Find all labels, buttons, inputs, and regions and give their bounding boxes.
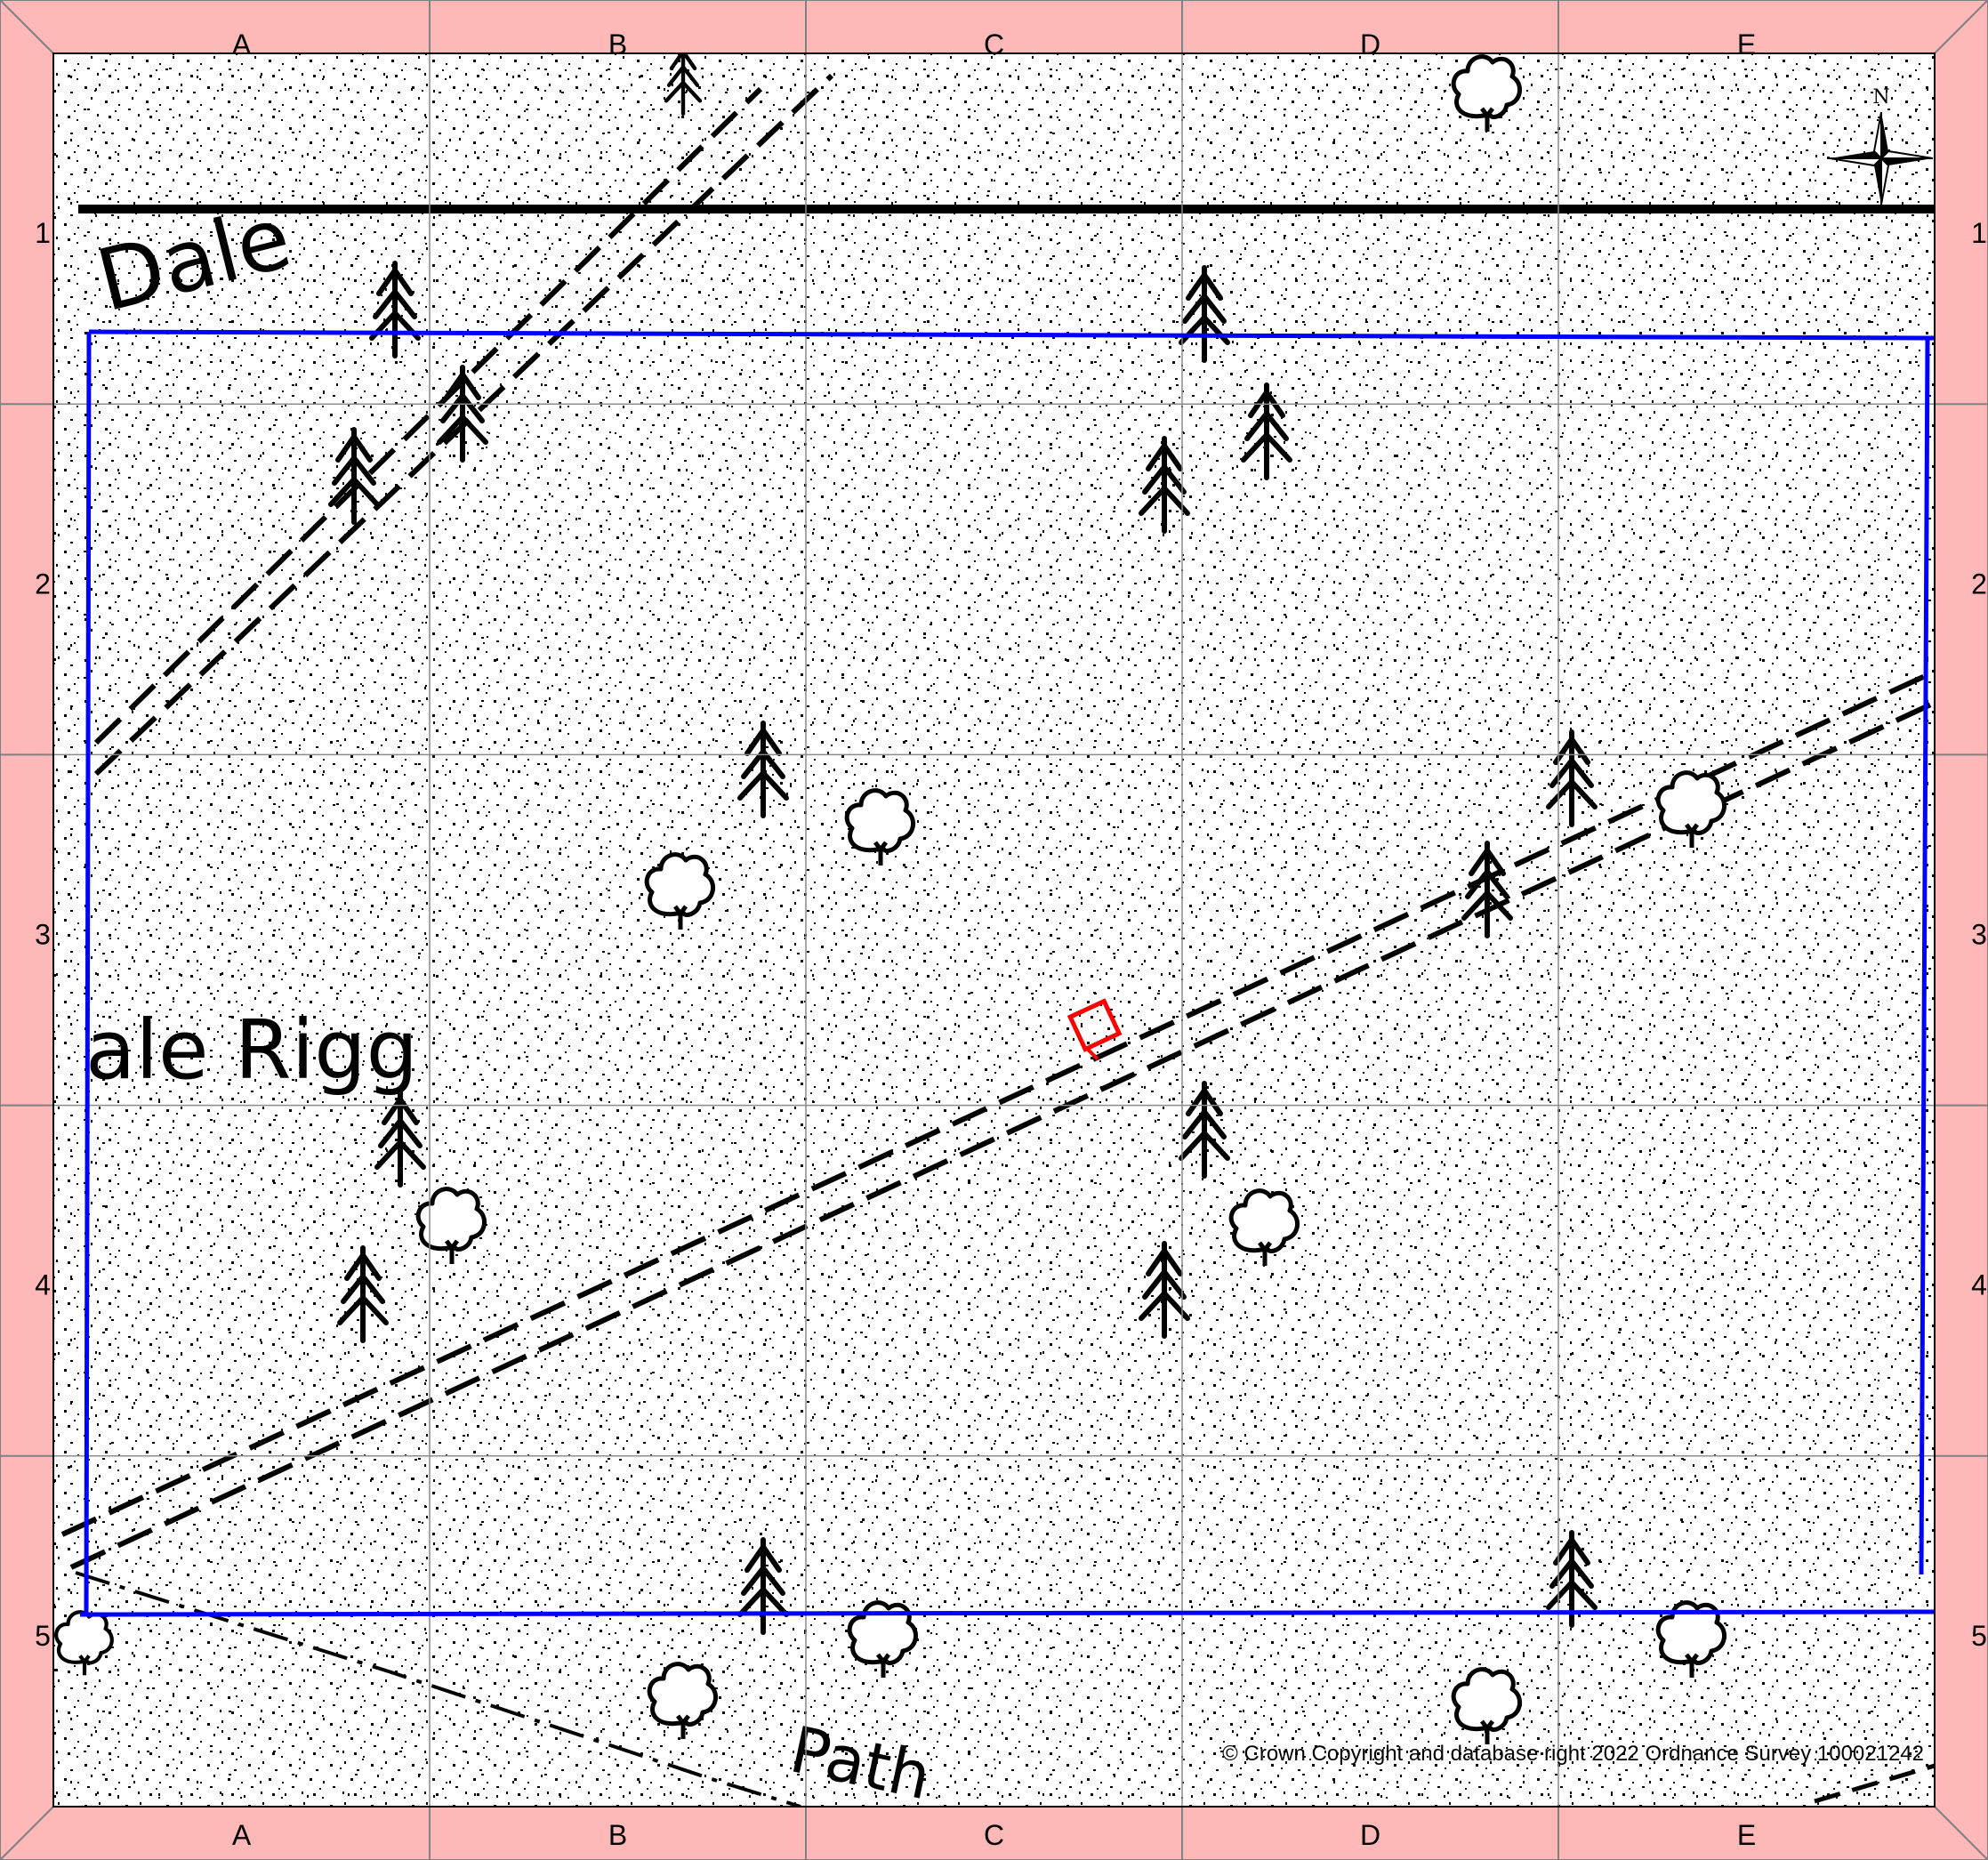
grid-lines: [53, 53, 1935, 1807]
grid-column-label-bottom: D: [1360, 1819, 1380, 1851]
grid-column-label-bottom: C: [984, 1819, 1004, 1851]
grid-column-label-top: B: [608, 28, 627, 60]
grid-row-label-right: 4: [1971, 1269, 1987, 1301]
grid-row-label-left: 5: [35, 1620, 51, 1652]
main-track: [60, 669, 1936, 1570]
copyright-notice: © Crown Copyright and database right 202…: [1222, 1742, 1924, 1766]
grid-row-label-left: 3: [35, 919, 51, 951]
site-boundary-top: [88, 329, 1936, 341]
grid-row-label-right: 5: [1971, 1620, 1987, 1652]
place-name-rigg: ale Rigg: [85, 1002, 418, 1098]
map-stipple-overlay: [53, 53, 1935, 1807]
footpath-line: [75, 1571, 801, 1808]
grid-row-label-left: 4: [35, 1269, 51, 1301]
grid-row-label-right: 3: [1971, 919, 1987, 951]
grid-column-label-top: C: [984, 28, 1004, 60]
site-boundary-bottom: [79, 1609, 1936, 1617]
location-marker-icon[interactable]: [1066, 998, 1125, 1063]
footpath-line-east: [1814, 1763, 1936, 1804]
grid-column-label-top: D: [1360, 28, 1380, 60]
grid-row-label-left: 1: [35, 217, 51, 249]
grid-column-label-bottom: E: [1737, 1819, 1756, 1851]
site-boundary-right: [1919, 337, 1930, 1575]
grid-row-label-right: 1: [1971, 217, 1987, 249]
grid-column-label-bottom: B: [608, 1819, 627, 1851]
grid-row-label-left: 2: [35, 568, 51, 600]
map-neatline: [52, 52, 1936, 1808]
grid-column-label-top: A: [232, 28, 252, 60]
site-boundary-left: [84, 331, 92, 1615]
grid-row-label-right: 2: [1971, 568, 1987, 600]
compass-rose-icon: N: [1829, 86, 1934, 205]
compass-north-label: N: [1872, 86, 1889, 109]
grid-column-label-bottom: A: [232, 1819, 252, 1851]
grid-column-label-top: E: [1737, 28, 1756, 60]
